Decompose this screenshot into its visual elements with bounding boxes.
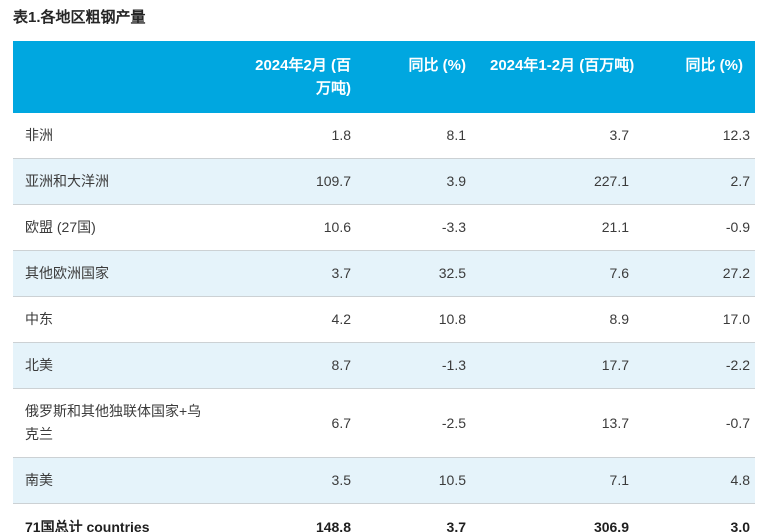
- value-feb-2024: 6.7: [223, 388, 363, 458]
- value-jan-feb-2024: 7.6: [478, 250, 641, 297]
- table-header: 2024年2月 (百万吨) 同比 (%) 2024年1-2月 (百万吨) 同比 …: [13, 41, 755, 113]
- value-jan-feb-2024: 306.9: [478, 503, 641, 532]
- value-yoy-jan-feb: 17.0: [641, 296, 755, 343]
- table-body: 非洲 1.8 8.1 3.7 12.3 亚洲和大洋洲 109.7 3.9 227…: [13, 113, 755, 532]
- value-yoy-feb: 3.7: [363, 503, 478, 532]
- table-row-middle-east: 中东 4.2 10.8 8.9 17.0: [13, 296, 755, 343]
- region-label: 非洲: [13, 113, 223, 159]
- value-yoy-jan-feb: 12.3: [641, 113, 755, 159]
- table-row-south-america: 南美 3.5 10.5 7.1 4.8: [13, 457, 755, 504]
- value-yoy-jan-feb: 4.8: [641, 457, 755, 504]
- table-row-africa: 非洲 1.8 8.1 3.7 12.3: [13, 113, 755, 159]
- value-yoy-jan-feb: -0.9: [641, 204, 755, 251]
- value-jan-feb-2024: 17.7: [478, 342, 641, 389]
- table-row-total-71-countries: 71国总计 countries 148.8 3.7 306.9 3.0: [13, 503, 755, 532]
- value-yoy-jan-feb: 3.0: [641, 503, 755, 532]
- column-header-feb-line2: 万吨): [316, 80, 351, 97]
- value-jan-feb-2024: 21.1: [478, 204, 641, 251]
- value-yoy-jan-feb: 27.2: [641, 250, 755, 297]
- value-feb-2024: 3.5: [223, 457, 363, 504]
- column-header-yoy-feb: 同比 (%): [363, 41, 478, 113]
- value-jan-feb-2024: 7.1: [478, 457, 641, 504]
- value-yoy-jan-feb: -0.7: [641, 388, 755, 458]
- value-jan-feb-2024: 3.7: [478, 113, 641, 159]
- value-yoy-jan-feb: -2.2: [641, 342, 755, 389]
- table-row-russia-cis-ukraine: 俄罗斯和其他独联体国家+乌克兰 6.7 -2.5 13.7 -0.7: [13, 388, 755, 458]
- value-jan-feb-2024: 13.7: [478, 388, 641, 458]
- column-header-feb-2024: 2024年2月 (百万吨): [223, 41, 363, 113]
- value-yoy-feb: 8.1: [363, 113, 478, 159]
- header-row: 2024年2月 (百万吨) 同比 (%) 2024年1-2月 (百万吨) 同比 …: [13, 41, 755, 113]
- table-row-other-europe: 其他欧洲国家 3.7 32.5 7.6 27.2: [13, 250, 755, 297]
- column-header-jan-feb-2024: 2024年1-2月 (百万吨): [478, 41, 641, 113]
- value-feb-2024: 1.8: [223, 113, 363, 159]
- value-yoy-feb: -1.3: [363, 342, 478, 389]
- value-feb-2024: 8.7: [223, 342, 363, 389]
- region-label: 南美: [13, 457, 223, 504]
- table-row-north-america: 北美 8.7 -1.3 17.7 -2.2: [13, 342, 755, 389]
- value-feb-2024: 3.7: [223, 250, 363, 297]
- region-label: 其他欧洲国家: [13, 250, 223, 297]
- region-label: 71国总计 countries: [13, 503, 223, 532]
- region-label: 欧盟 (27国): [13, 204, 223, 251]
- table-row-asia-oceania: 亚洲和大洋洲 109.7 3.9 227.1 2.7: [13, 158, 755, 205]
- steel-output-table: 2024年2月 (百万吨) 同比 (%) 2024年1-2月 (百万吨) 同比 …: [13, 41, 755, 532]
- region-label: 中东: [13, 296, 223, 343]
- region-label: 亚洲和大洋洲: [13, 158, 223, 205]
- region-label: 俄罗斯和其他独联体国家+乌克兰: [13, 388, 223, 458]
- column-header-yoy-jan-feb: 同比 (%): [641, 41, 755, 113]
- value-yoy-feb: 10.5: [363, 457, 478, 504]
- value-jan-feb-2024: 227.1: [478, 158, 641, 205]
- value-yoy-feb: 10.8: [363, 296, 478, 343]
- value-yoy-feb: 32.5: [363, 250, 478, 297]
- table-title: 表1.各地区粗钢产量: [13, 9, 146, 26]
- region-label: 北美: [13, 342, 223, 389]
- value-feb-2024: 10.6: [223, 204, 363, 251]
- value-feb-2024: 4.2: [223, 296, 363, 343]
- table-row-eu27: 欧盟 (27国) 10.6 -3.3 21.1 -0.9: [13, 204, 755, 251]
- column-header-region: [13, 41, 223, 113]
- value-yoy-feb: -2.5: [363, 388, 478, 458]
- value-yoy-feb: -3.3: [363, 204, 478, 251]
- value-yoy-jan-feb: 2.7: [641, 158, 755, 205]
- value-feb-2024: 109.7: [223, 158, 363, 205]
- value-yoy-feb: 3.9: [363, 158, 478, 205]
- column-header-feb-line1: 2024年2月 (百: [255, 57, 351, 74]
- value-jan-feb-2024: 8.9: [478, 296, 641, 343]
- value-feb-2024: 148.8: [223, 503, 363, 532]
